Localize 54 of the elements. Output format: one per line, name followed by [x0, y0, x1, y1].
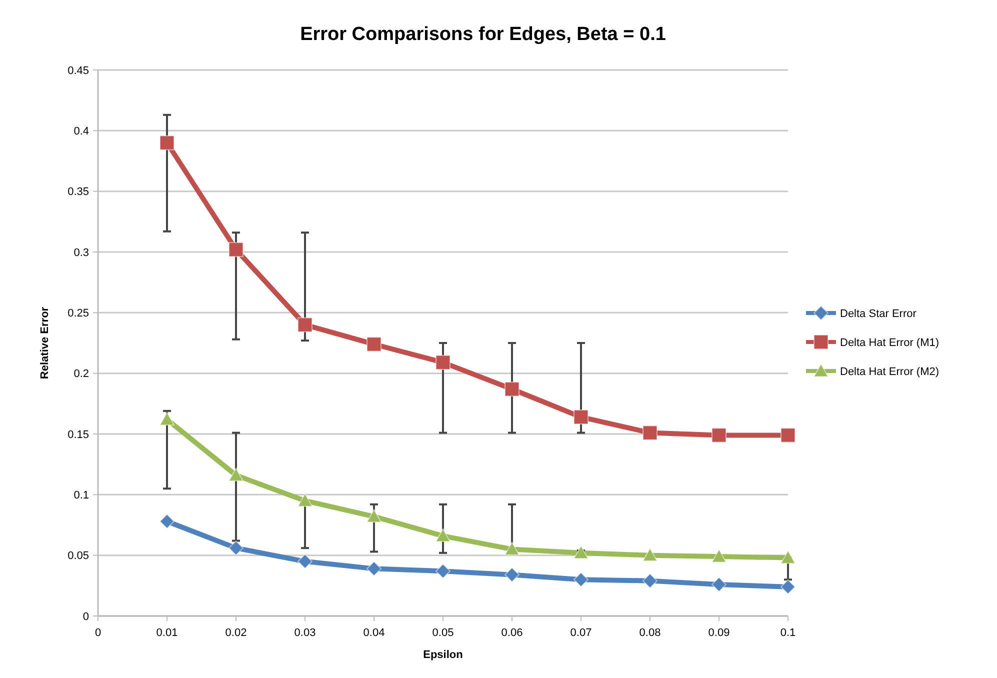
point — [574, 410, 588, 425]
point — [160, 135, 174, 150]
point — [298, 317, 312, 332]
x-tick-label: 0.06 — [501, 627, 523, 639]
y-tick-label: 0.3 — [74, 246, 89, 259]
point — [436, 564, 450, 579]
x-tick-label: 0.09 — [708, 627, 730, 639]
point — [504, 567, 520, 582]
point — [228, 468, 244, 482]
point — [366, 509, 382, 523]
y-tick-label: 0.2 — [74, 368, 89, 380]
point — [780, 550, 796, 564]
y-tick-label: 0.05 — [68, 550, 89, 562]
y-tick-label: 0.1 — [74, 490, 89, 502]
point — [366, 561, 382, 576]
y-axis-title: Relative Error — [39, 306, 51, 380]
y-tick-label: 0 — [82, 610, 89, 623]
point — [712, 576, 726, 592]
y-tick-label: 0.25 — [68, 308, 89, 320]
point — [712, 428, 726, 443]
x-tick-label: 0.1 — [780, 627, 796, 639]
point — [642, 573, 658, 588]
point — [436, 354, 450, 370]
x-tick-label: 0.03 — [294, 627, 316, 639]
x-tick-label: 0.02 — [225, 627, 247, 639]
chart-title: Error Comparisons for Edges, Beta = 0.1 — [300, 24, 666, 45]
point — [160, 514, 174, 529]
point — [436, 528, 450, 542]
x-tick-label: 0.05 — [432, 627, 454, 639]
point — [642, 548, 658, 562]
point — [574, 545, 588, 560]
x-tick-label: 0.07 — [570, 627, 592, 639]
y-tick-label: 0.35 — [68, 186, 89, 198]
point — [228, 242, 244, 258]
point — [642, 425, 658, 440]
point — [298, 493, 312, 507]
point — [298, 554, 312, 569]
point — [574, 572, 588, 588]
legend-label: Delta Hat Error (M2) — [840, 366, 940, 378]
legend-label: Delta Star Error — [840, 308, 917, 320]
point — [712, 549, 726, 563]
x-tick-label: 0.01 — [156, 627, 178, 639]
legend-label: Delta Hat Error (M1) — [840, 336, 940, 349]
x-tick-label: 0.08 — [639, 627, 661, 639]
x-tick-label: 0 — [94, 627, 102, 639]
x-axis-title: Epsilon — [423, 649, 464, 661]
y-tick-label: 0.15 — [68, 428, 89, 441]
y-tick-label: 0.45 — [68, 64, 89, 77]
x-tick-label: 0.04 — [363, 627, 385, 639]
y-tick-label: 0.4 — [74, 126, 89, 138]
point — [504, 542, 520, 556]
point — [366, 336, 382, 352]
point — [780, 428, 796, 443]
point — [504, 382, 520, 397]
